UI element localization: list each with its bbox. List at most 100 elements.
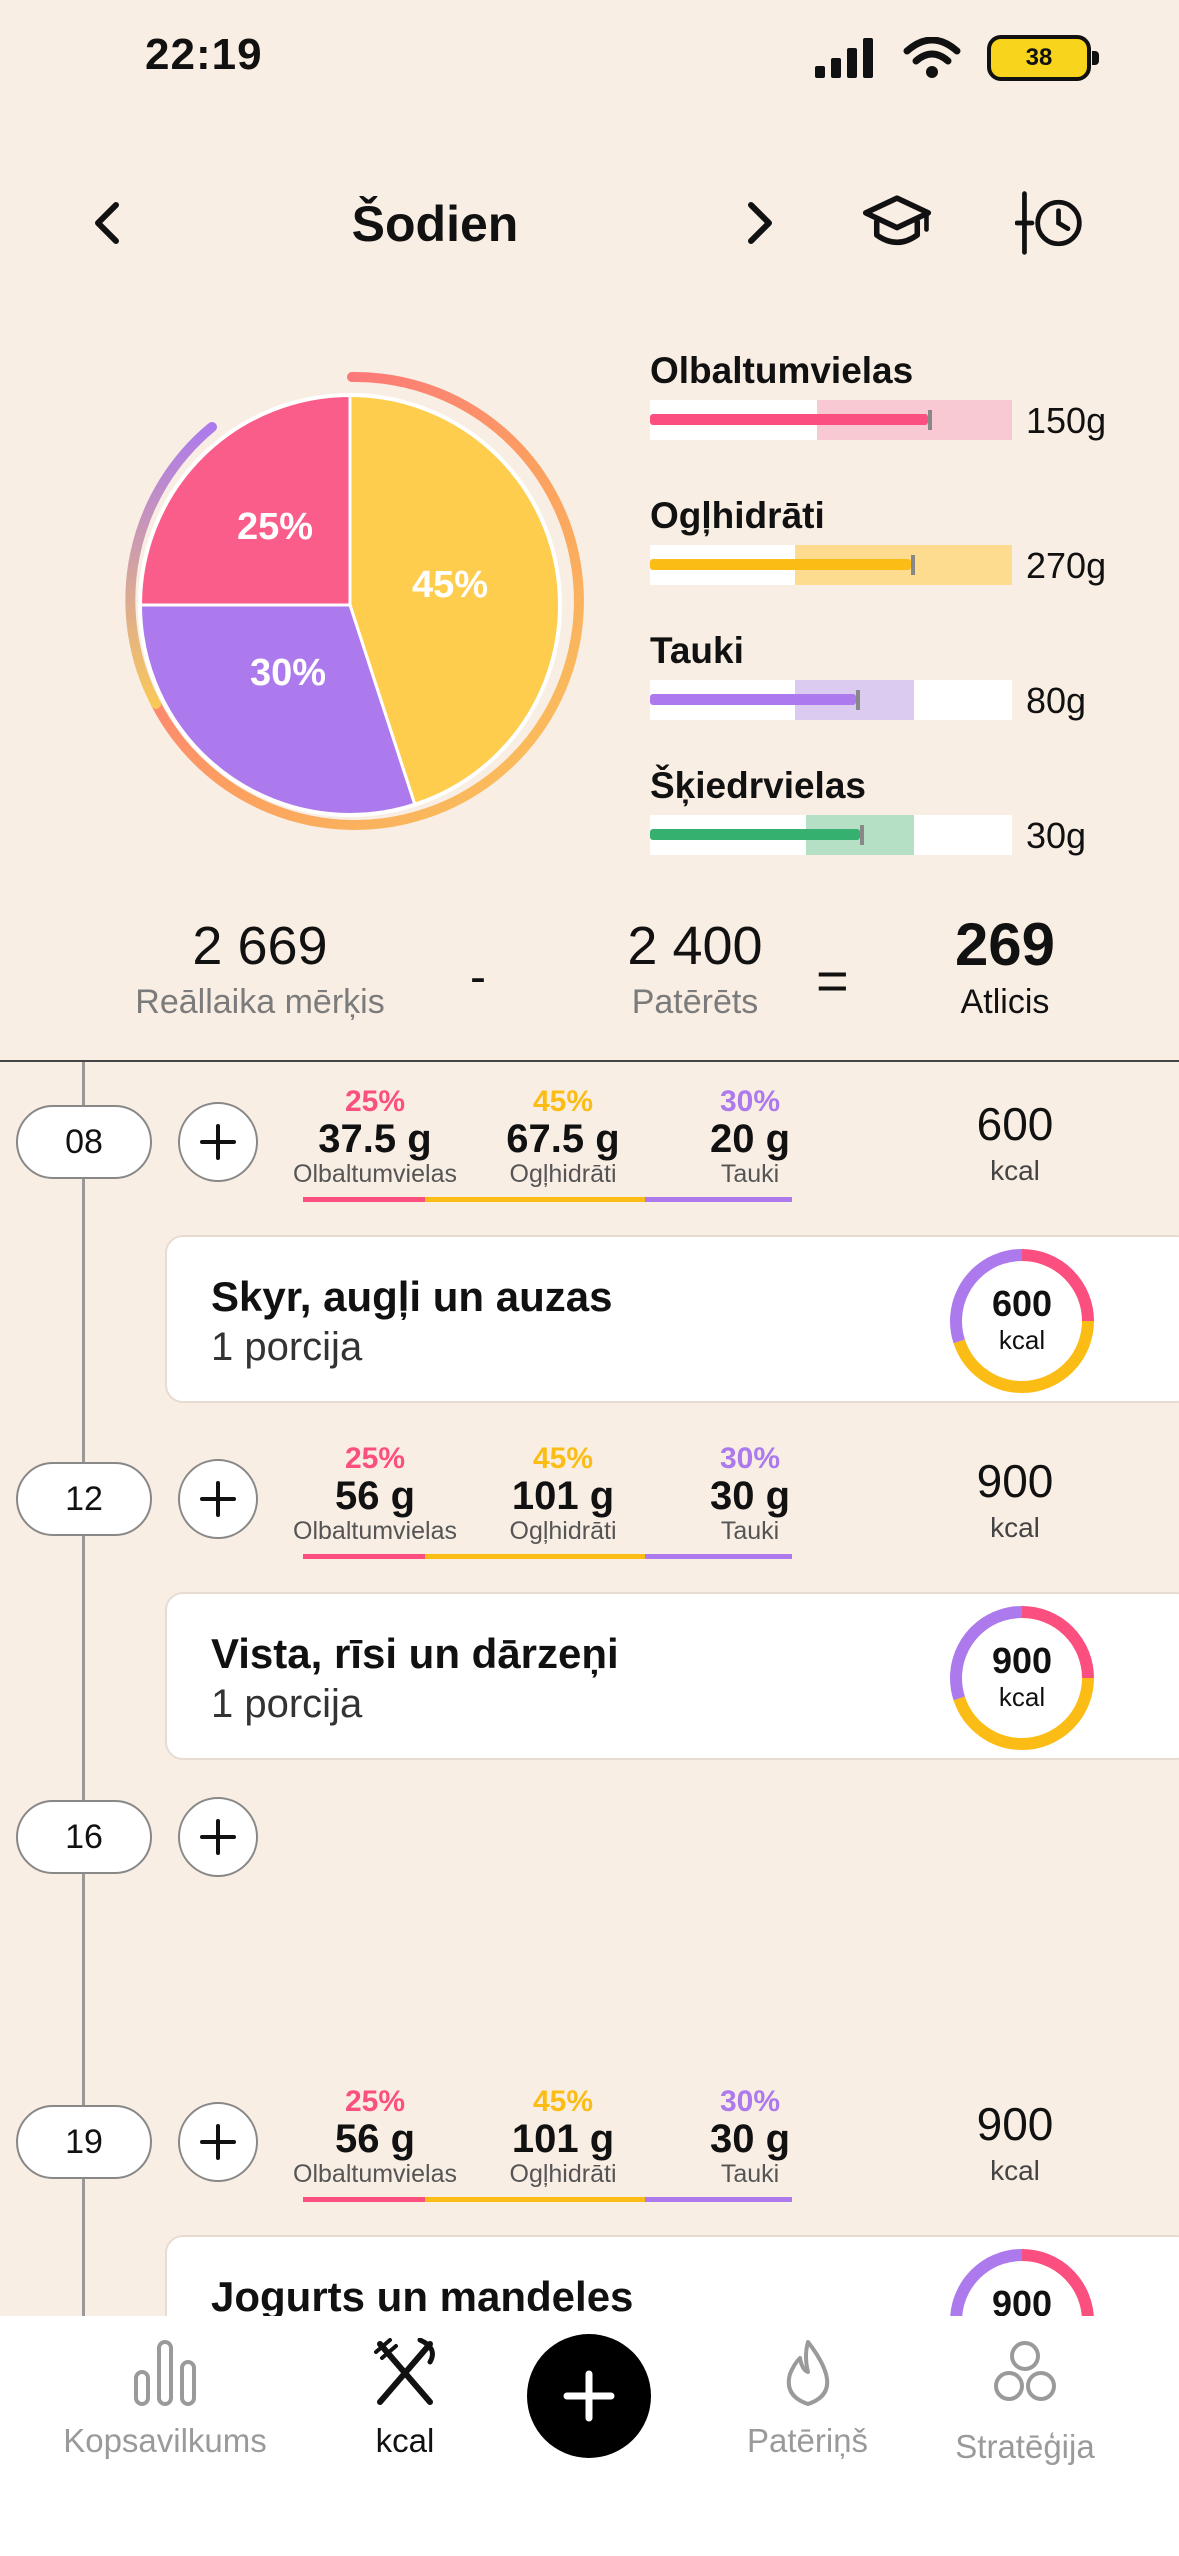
tab-label: Stratēģija [955, 2428, 1095, 2465]
time-slot-pill[interactable]: 12 [16, 1462, 152, 1536]
chevron-left-icon [95, 202, 119, 244]
slot-macro-percent: 45% [532, 2085, 594, 2118]
wifi-icon [903, 37, 961, 78]
remaining-summary: 269 Atlicis [880, 910, 1130, 1022]
time-slot-pill[interactable]: 08 [16, 1105, 152, 1179]
battery-level: 38 [1025, 44, 1053, 71]
flame-icon [786, 2340, 829, 2406]
tab-pateris[interactable]: Patēriņš [725, 2338, 890, 2460]
status-time: 22:19 [145, 30, 263, 79]
slot-macro-underline [425, 2197, 645, 2202]
pie-label-carbs: 45% [412, 564, 488, 606]
tab-label: Patēriņš [746, 2422, 869, 2459]
slot-kcal-unit: kcal [990, 1155, 1040, 1186]
timeline-line [82, 1062, 85, 2322]
section-divider [0, 1060, 1179, 1062]
macro-amount-fiber: 30g [1026, 815, 1087, 856]
slot-macro-underline [645, 2197, 792, 2202]
slot-macro-column: 30% 20 g Tauki [665, 1085, 835, 1189]
slot-macro-grams: 101 g [511, 1474, 615, 1518]
macro-name-protein: Olbaltumvielas [650, 350, 914, 391]
plus-icon [200, 1819, 236, 1855]
macro-bar-fat [650, 680, 1012, 720]
meal-portion: 1 porcija [211, 1325, 363, 1369]
meal-kcal-unit: kcal [998, 1682, 1046, 1712]
macro-name-fat: Tauki [650, 630, 744, 671]
pie-slice-protein [138, 393, 352, 607]
page-title: Šodien [351, 196, 519, 252]
slot-macro-percent: 25% [344, 1085, 406, 1118]
target-value: 2 669 [192, 916, 328, 976]
slot-macro-grams: 30 g [709, 2117, 791, 2161]
slot-macro-underline [425, 1554, 645, 1559]
slot-macro-column: 30% 30 g Tauki [665, 2085, 835, 2189]
slot-kcal-value: 600 [976, 1098, 1054, 1150]
slot-macro-percent: 30% [719, 1442, 781, 1475]
slot-macro-label: Olbaltumvielas [293, 2160, 457, 2188]
slot-macro-label: Tauki [720, 1160, 780, 1188]
meal-kcal-ring-segment [950, 1249, 1094, 1393]
meal-kcal-label: 600 kcal [947, 1283, 1097, 1356]
status-icons: 38 [815, 35, 1099, 81]
macro-name-carbs: Ogļhidrāti [650, 495, 825, 536]
time-slot-pill[interactable]: 16 [16, 1800, 152, 1874]
meal-portion: 1 porcija [211, 1682, 363, 1726]
pie-outer-ring [151, 371, 584, 830]
consumed-label: Patērēts [631, 983, 759, 1021]
macro-progress-fill [650, 829, 860, 840]
chevron-right-icon [748, 202, 772, 244]
macro-name-fiber: Šķiedrvielas [650, 765, 866, 806]
macro-amount-protein: 150g [1026, 400, 1107, 441]
education-button[interactable] [862, 188, 932, 258]
slot-macro-column: 25% 56 g Olbaltumvielas [290, 1442, 460, 1546]
slot-macro-label: Ogļhidrāti [509, 1517, 617, 1545]
tab-strategija[interactable]: Stratēģija [930, 2338, 1120, 2466]
slot-macro-underline [303, 1197, 425, 1202]
macro-progress-marker [911, 555, 916, 575]
macro-amount-carbs: 270g [1026, 545, 1107, 586]
slot-macro-label: Ogļhidrāti [509, 2160, 617, 2188]
slot-macro-underline [645, 1197, 792, 1202]
slot-macro-underline [303, 2197, 425, 2202]
meal-card[interactable]: Vista, rīsi un dārzeņi 1 porcija 900 kcal [165, 1592, 1179, 1760]
minus-sign: - [470, 951, 486, 1004]
slot-macro-column: 45% 101 g Ogļhidrāti [463, 1442, 663, 1546]
plus-icon [200, 1481, 236, 1517]
slot-macro-percent: 45% [532, 1442, 594, 1475]
slot-macro-label: Olbaltumvielas [293, 1517, 457, 1545]
add-meal-button[interactable] [178, 1797, 258, 1877]
add-meal-button[interactable] [178, 2102, 258, 2182]
slot-macro-grams: 101 g [511, 2117, 615, 2161]
slot-macro-grams: 67.5 g [506, 1117, 620, 1161]
meal-kcal-ring [949, 1249, 1094, 1393]
slot-macro-label: Ogļhidrāti [509, 1160, 617, 1188]
slot-macro-column: 30% 30 g Tauki [665, 1442, 835, 1546]
tab-bar: Kopsavilkums kcal Patēriņš Stratēģija [0, 2316, 1179, 2556]
next-day-button[interactable] [725, 188, 795, 258]
time-slot-pill[interactable]: 19 [16, 2105, 152, 2179]
meal-kcal-label: 900 kcal [947, 1640, 1097, 1713]
slot-macro-column: 45% 67.5 g Ogļhidrāti [463, 1085, 663, 1189]
meal-kcal-unit: kcal [998, 1325, 1046, 1355]
slot-macro-column: 25% 56 g Olbaltumvielas [290, 2085, 460, 2189]
slot-macro-percent: 45% [532, 1085, 594, 1118]
tab-kopsavilkums[interactable]: Kopsavilkums [60, 2338, 270, 2460]
consumed-value: 2 400 [627, 916, 763, 976]
slot-macro-grams: 56 g [334, 1474, 416, 1518]
add-meal-button[interactable] [178, 1459, 258, 1539]
previous-day-button[interactable] [72, 188, 142, 258]
timeline-clock-icon [1015, 191, 1082, 255]
slot-macro-percent: 25% [344, 1442, 406, 1475]
timeline-schedule-button[interactable] [1015, 188, 1085, 258]
tab-kcal[interactable]: kcal [340, 2337, 470, 2460]
slot-macro-grams: 56 g [334, 2117, 416, 2161]
tab-label: kcal [375, 2422, 435, 2459]
add-meal-button[interactable] [178, 1102, 258, 1182]
remaining-value: 269 [954, 911, 1056, 978]
add-entry-button[interactable] [527, 2334, 651, 2458]
slot-macro-percent: 30% [719, 2085, 781, 2118]
plus-icon [563, 2370, 615, 2422]
slot-macro-underline [425, 1197, 645, 1202]
slot-kcal-value: 900 [976, 2098, 1054, 2150]
meal-card[interactable]: Skyr, augļi un auzas 1 porcija 600 kcal [165, 1235, 1179, 1403]
